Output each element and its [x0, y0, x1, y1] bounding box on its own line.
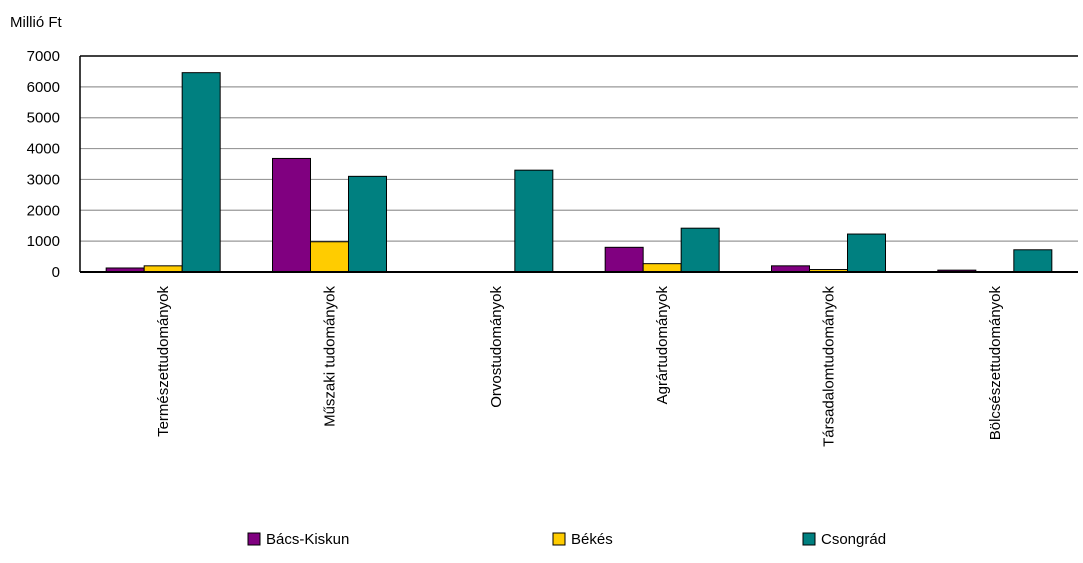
category-label: Orvostudományok	[488, 286, 505, 408]
bar-b-k-s	[310, 241, 349, 273]
legend-label: Békés	[571, 531, 613, 548]
y-tick-label: 3000	[27, 171, 60, 188]
category-label: Bölcsészettudományok	[987, 286, 1004, 441]
legend-swatch	[802, 532, 816, 546]
y-tick-label: 4000	[27, 141, 60, 158]
category-label: Műszaki tudományok	[322, 286, 339, 427]
y-tick-label: 5000	[27, 110, 60, 127]
y-tick-label: 7000	[27, 48, 60, 65]
y-tick-label: 2000	[27, 202, 60, 219]
category-labels: Természettudományok Műszaki tudományok Orv…	[155, 286, 1004, 447]
bar-csongr-d	[1013, 249, 1053, 273]
y-tick-label: 0	[52, 264, 60, 281]
legend-swatch	[247, 532, 261, 546]
legend: Bács-Kiskun Békés Csongrád	[247, 531, 886, 548]
legend-label: Csongrád	[821, 531, 886, 548]
bar-b-cs-kiskun	[604, 246, 644, 273]
bars	[105, 72, 1053, 273]
category-label: Társadalomtudományok	[821, 286, 838, 447]
category-label: Természettudományok	[155, 286, 172, 437]
legend-swatch	[552, 532, 566, 546]
bar-csongr-d	[514, 169, 554, 273]
gridlines	[80, 55, 1078, 242]
y-tick-label: 6000	[27, 79, 60, 96]
y-tick-label: 1000	[27, 233, 60, 250]
bar-b-k-s	[642, 263, 682, 273]
y-tick-labels: 0 1000 2000 3000 4000 5000 6000 7000	[27, 48, 60, 281]
bar-csongr-d	[348, 175, 387, 273]
axes	[79, 56, 1078, 273]
y-unit-label: Millió Ft	[10, 14, 62, 31]
bar-csongr-d	[680, 227, 720, 273]
bar-b-cs-kiskun	[272, 157, 311, 273]
bar-csongr-d	[181, 72, 221, 273]
bar-csongr-d	[847, 233, 886, 273]
category-label: Agrártudományok	[654, 286, 671, 405]
legend-label: Bács-Kiskun	[266, 531, 349, 548]
